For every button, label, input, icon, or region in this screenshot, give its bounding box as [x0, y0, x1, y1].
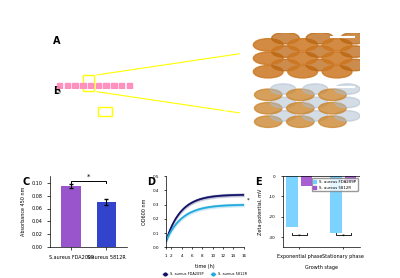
Legend: S. aureus FDA209P, S. aureus 5812R: S. aureus FDA209P, S. aureus 5812R [162, 271, 248, 278]
Text: *: * [246, 197, 249, 202]
Text: A: A [53, 36, 61, 46]
Legend: S. aureus FDA209P, S. aureus 5812R: S. aureus FDA209P, S. aureus 5812R [312, 178, 358, 191]
Text: *: * [298, 233, 301, 238]
Y-axis label: Absorbance 450 nm: Absorbance 450 nm [21, 187, 26, 236]
Bar [62, 186, 81, 247]
Bar [301, 176, 312, 186]
Text: D: D [147, 177, 155, 187]
Text: E: E [255, 177, 262, 187]
Y-axis label: Zeta-potential, mV: Zeta-potential, mV [258, 188, 263, 235]
Text: C: C [23, 177, 30, 187]
Bar [345, 176, 356, 182]
Text: *: * [87, 174, 90, 180]
X-axis label: time (h): time (h) [195, 264, 215, 269]
Bar [286, 176, 298, 227]
Y-axis label: OD600 nm: OD600 nm [142, 198, 147, 225]
Text: B: B [53, 86, 60, 96]
X-axis label: Growth stage: Growth stage [305, 265, 338, 270]
Text: *: * [342, 233, 345, 238]
Bar [330, 176, 342, 233]
Bar [97, 202, 116, 247]
